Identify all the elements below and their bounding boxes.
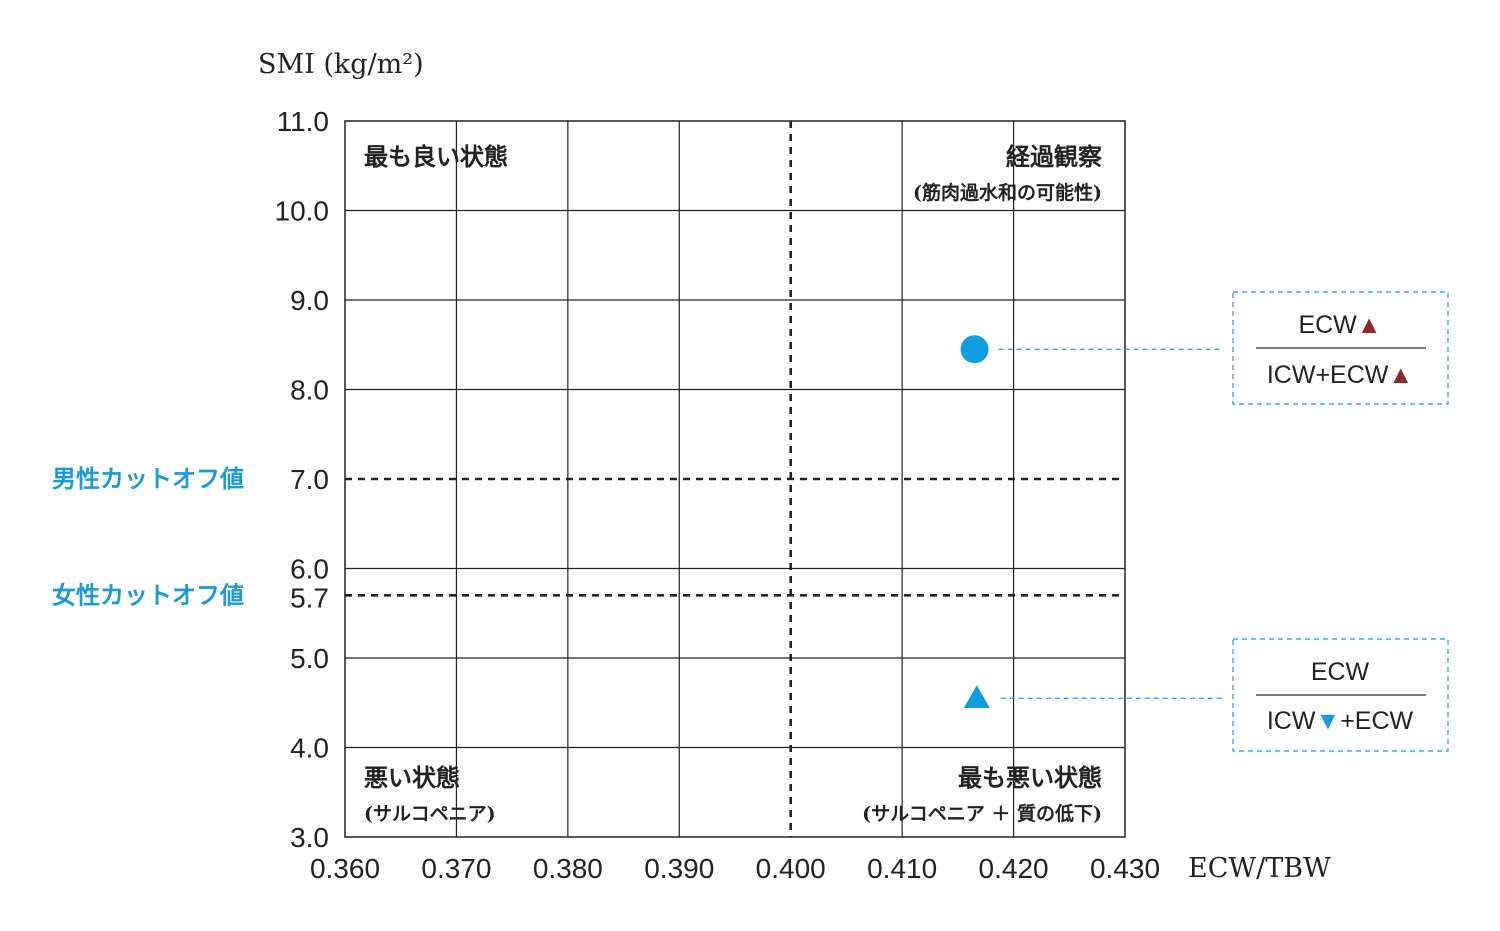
y-tick-label-3: 8.0: [290, 375, 329, 406]
plot-frame: [344, 120, 1126, 838]
up-triangle-icon: ▲: [1388, 361, 1413, 389]
data-marks: [960, 335, 1222, 709]
y-tick-label-7: 4.0: [290, 733, 329, 764]
up-triangle-icon: ▲: [1357, 311, 1382, 339]
annotation-box-2: ECW ICW▼+ECW: [1232, 638, 1449, 752]
annotation-1-denominator: ICW+ECW▲: [1267, 361, 1413, 389]
data-point-circle: [960, 335, 989, 364]
y-tick-label-6: 5.0: [290, 643, 329, 674]
quadrant-top-right-title: 経過観察: [1006, 142, 1103, 171]
x-tick-label-2: 0.380: [533, 853, 603, 884]
y-tick-label-4: 7.0: [290, 464, 329, 495]
y-tick-label-0: 11.0: [277, 106, 329, 137]
annotation-box-2-frame: [1232, 638, 1449, 752]
cutoff-tick-label-1: 5.7: [290, 582, 329, 613]
quadrant-bottom-right-title: 最も悪い状態: [958, 763, 1102, 792]
male-cutoff-label: 男性カットオフ値: [52, 464, 244, 493]
annotation-box-1-frame: [1232, 291, 1449, 405]
y-tick-label-1: 10.0: [275, 196, 330, 227]
data-point-triangle: [963, 685, 990, 709]
annotation-box-1: ECW▲ ICW+ECW▲: [1232, 291, 1449, 405]
x-tick-label-5: 0.410: [867, 853, 937, 884]
down-triangle-icon: ▼: [1315, 707, 1340, 735]
annotation-2-numerator: ECW: [1311, 658, 1370, 686]
quadrant-bottom-left-title: 悪い状態: [364, 763, 460, 792]
x-tick-label-4: 0.400: [756, 853, 826, 884]
tick-labels: 0.360 0.370 0.380 0.390 0.400 0.410 0.420 0.430…: [275, 106, 1161, 884]
y-tick-label-8: 3.0: [290, 822, 329, 853]
x-tick-label-0: 0.360: [310, 853, 380, 884]
y-tick-label-5: 6.0: [290, 554, 329, 585]
quadrant-top-right-sub: (筋肉過水和の可能性): [913, 181, 1102, 204]
annotation-2-denominator: ICW▼+ECW: [1267, 707, 1414, 735]
threshold-lines: [345, 121, 1125, 837]
female-cutoff-label: 女性カットオフ値: [52, 580, 244, 609]
x-tick-label-7: 0.430: [1090, 853, 1160, 884]
y-axis-label: SMI (kg/m²): [258, 49, 424, 80]
y-tick-label-2: 9.0: [290, 285, 329, 316]
x-axis-label: ECW/TBW: [1188, 853, 1331, 884]
x-tick-label-1: 0.370: [421, 853, 491, 884]
quadrant-top-left-title: 最も良い状態: [364, 142, 508, 171]
annotation-1-numerator: ECW▲: [1298, 311, 1381, 339]
x-tick-label-3: 0.390: [644, 853, 714, 884]
x-tick-label-6: 0.420: [979, 853, 1049, 884]
quadrant-bottom-right-sub: (サルコペニア ＋ 質の低下): [862, 802, 1102, 825]
quadrant-bottom-left-sub: (サルコペニア): [364, 803, 496, 825]
